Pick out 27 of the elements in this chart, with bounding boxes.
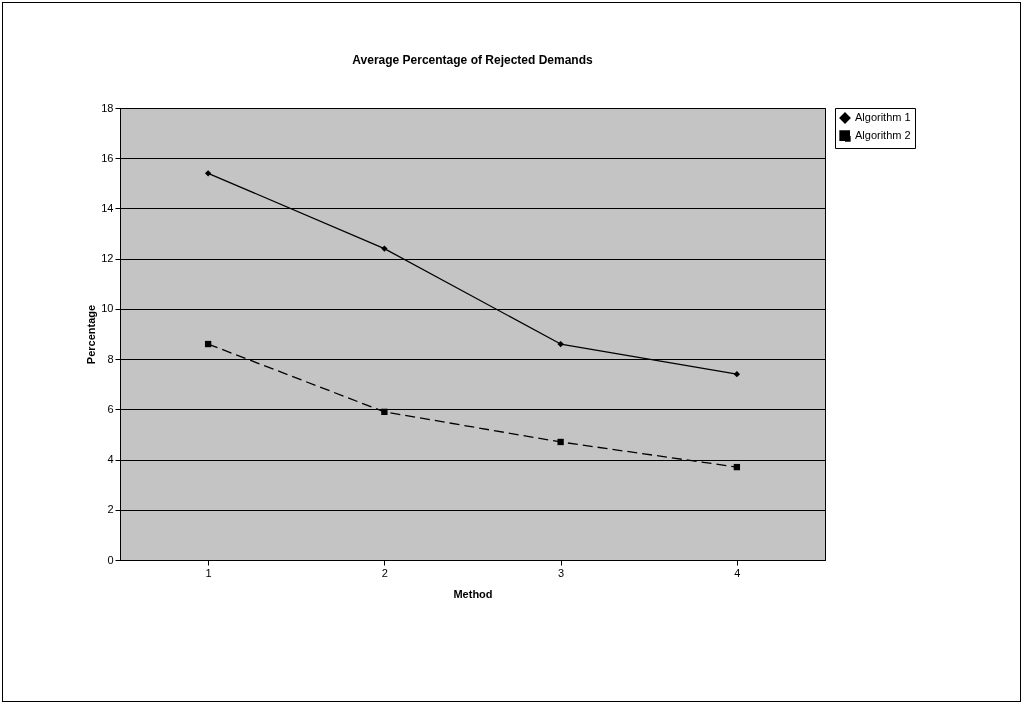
point xyxy=(733,463,741,471)
chart-title: Average Percentage of Rejected Demands xyxy=(352,53,593,67)
x-tick-label: 3 xyxy=(558,566,565,579)
point xyxy=(381,245,388,252)
point xyxy=(204,340,212,348)
x-axis-title: Method xyxy=(453,587,493,600)
y-tick-label: 0 xyxy=(107,553,114,566)
point xyxy=(557,340,564,348)
point xyxy=(204,170,212,177)
point xyxy=(733,371,741,378)
y-tick-label: 16 xyxy=(101,151,114,164)
x-tick-label: 2 xyxy=(381,566,388,579)
legend-label: Algorithm 1 xyxy=(855,111,911,123)
x-tick-label: 4 xyxy=(734,566,741,579)
y-tick-label: 6 xyxy=(107,402,114,415)
point xyxy=(381,408,388,416)
y-axis-title: Percentage xyxy=(85,304,98,365)
point xyxy=(557,438,564,446)
y-tick-label: 10 xyxy=(101,302,114,315)
x-tick-label: 1 xyxy=(205,566,212,579)
y-tick-label: 12 xyxy=(101,252,114,265)
y-tick-label: 18 xyxy=(101,101,114,114)
y-tick-label: 2 xyxy=(107,503,114,516)
legend-label: Algorithm 2 xyxy=(855,129,911,141)
y-tick-label: 14 xyxy=(101,201,114,214)
y-tick-label: 4 xyxy=(107,453,114,466)
y-tick-label: 8 xyxy=(107,352,114,365)
